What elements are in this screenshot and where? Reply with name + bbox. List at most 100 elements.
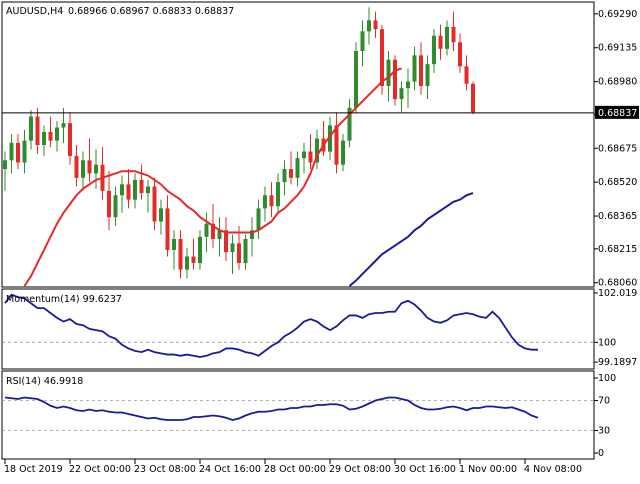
rsi-panel-frame: [1, 370, 595, 460]
candle-up: [94, 164, 98, 174]
rsi-tick-label: 100: [598, 373, 616, 384]
candle-down: [458, 42, 462, 67]
candle-down: [68, 123, 72, 156]
momentum-axis: 102.019 100 99.1897: [594, 288, 637, 368]
candle-down: [126, 184, 131, 200]
candle-down: [224, 230, 228, 253]
candle-down: [211, 223, 215, 239]
time-axis: 18 Oct 2019 22 Oct 00:00 23 Oct 08:00 24 Oc…: [4, 459, 582, 475]
price-tick-label: 0.68060: [598, 278, 637, 289]
candle-up: [133, 179, 137, 200]
momentum-label: Momentum(14) 99.6237: [6, 294, 122, 305]
candle-up: [347, 107, 352, 141]
candle-up: [42, 131, 46, 145]
candle-up: [159, 208, 163, 222]
price-tick-label: 0.68675: [598, 143, 637, 154]
candle-down: [269, 195, 274, 207]
price-tick-label: 0.68215: [598, 244, 637, 255]
candle-up: [198, 236, 202, 264]
candle-down: [87, 160, 92, 174]
candle-down: [152, 186, 157, 222]
candle-up: [250, 230, 254, 239]
candle-down: [48, 131, 53, 141]
candle-down: [237, 243, 241, 264]
time-tick-label: 1 Nov 00:00: [459, 464, 517, 475]
candle-up: [282, 169, 287, 183]
candle-down: [419, 55, 423, 86]
candle-up: [9, 142, 14, 161]
time-tick-label: 30 Oct 16:00: [394, 464, 456, 475]
price-plot-area: [2, 7, 594, 287]
price-tick-label: 0.68520: [598, 177, 637, 188]
candle-up: [81, 160, 85, 178]
candle-up: [367, 20, 371, 32]
candle-up: [276, 182, 280, 207]
candle-up: [263, 195, 267, 209]
current-price-label: 0.68837: [598, 108, 637, 119]
time-tick-label: 22 Oct 00:00: [69, 464, 131, 475]
price-tick-label: 0.69290: [598, 9, 637, 20]
candle-up: [146, 186, 150, 194]
candle-down: [438, 35, 443, 49]
candle-up: [55, 127, 59, 141]
candle-up: [22, 140, 27, 163]
candle-down: [165, 208, 170, 250]
ohlc-header: 0.68966 0.68967 0.68833 0.68837: [68, 6, 234, 17]
rsi-axis: 100 70 30 0: [594, 373, 616, 459]
current-price-box: [595, 105, 639, 119]
time-tick-label: 18 Oct 2019: [4, 464, 63, 475]
rsi-tick-label: 0: [598, 448, 604, 459]
candle-down: [308, 151, 313, 163]
time-tick-label: 23 Oct 08:00: [134, 464, 196, 475]
candle-up: [354, 51, 358, 108]
candle-up: [302, 151, 306, 159]
time-tick-label: 28 Oct 00:00: [264, 464, 326, 475]
candle-down: [393, 59, 397, 100]
candle-up: [61, 123, 66, 128]
candle-up: [328, 125, 332, 152]
candle-up: [185, 256, 189, 270]
rsi-plot-area: [2, 396, 594, 431]
momentum-tick-label: 102.019: [598, 288, 637, 299]
candle-down: [139, 179, 144, 194]
candle-up: [29, 116, 33, 141]
candle-up: [341, 140, 345, 165]
candle-up: [425, 64, 430, 86]
rsi-tick-label: 70: [598, 396, 610, 407]
candle-up: [295, 158, 300, 178]
candle-up: [217, 230, 222, 239]
candle-up: [432, 35, 436, 65]
momentum-tick-label: 99.1897: [598, 357, 637, 368]
candle-down: [380, 29, 384, 86]
candle-up: [386, 59, 391, 86]
candle-up: [172, 239, 176, 250]
time-tick-label: 29 Oct 08:00: [329, 464, 391, 475]
candle-up: [243, 239, 248, 264]
candle-down: [289, 169, 293, 178]
time-tick-label: 24 Oct 16:00: [199, 464, 261, 475]
candle-up: [204, 223, 209, 237]
candle-down: [178, 239, 183, 270]
slow-moving-average-line: [348, 192, 474, 287]
candle-down: [464, 66, 469, 84]
price-axis: 0.692900.691350.689800.688300.686750.685…: [594, 9, 639, 289]
symbol-label: AUDUSD,H4: [6, 6, 63, 17]
time-tick-label: 4 Nov 08:00: [524, 464, 582, 475]
rsi-label: RSI(14) 46.9918: [6, 376, 83, 387]
rsi-tick-label: 30: [598, 426, 610, 437]
candle-up: [256, 208, 261, 231]
candle-down: [107, 190, 111, 218]
rsi-line: [4, 396, 539, 421]
candle-down: [191, 256, 196, 264]
moving-average-line: [23, 67, 402, 287]
candle-up: [360, 31, 365, 51]
momentum-line: [4, 293, 538, 358]
main-panel-frame: [1, 1, 595, 288]
candle-up: [445, 26, 449, 49]
candle-up: [120, 184, 124, 196]
candle-up: [399, 88, 404, 100]
candle-up: [113, 195, 118, 218]
candle-down: [35, 116, 40, 145]
